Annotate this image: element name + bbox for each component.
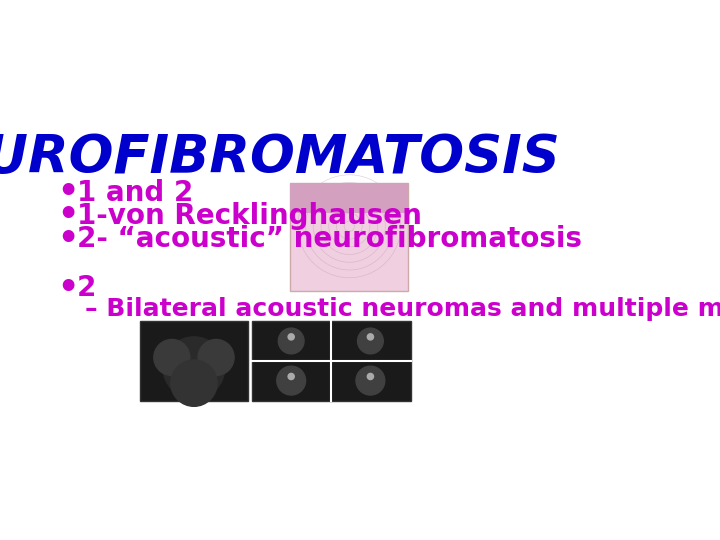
Circle shape [279,328,304,354]
Text: •: • [58,177,78,210]
Text: •: • [58,272,78,305]
Circle shape [288,373,294,380]
Text: – Bilateral acoustic neuromas and multiple meningiomas: – Bilateral acoustic neuromas and multip… [86,296,720,321]
Circle shape [198,340,234,375]
Text: 2: 2 [76,274,96,302]
Text: NEUROFIBROMATOSIS: NEUROFIBROMATOSIS [0,132,561,184]
Circle shape [276,366,305,395]
Circle shape [288,334,294,340]
Text: 1-von Recklinghausen: 1-von Recklinghausen [76,202,421,230]
Circle shape [163,337,225,399]
FancyBboxPatch shape [290,183,408,291]
Circle shape [367,334,374,340]
Text: 1 and 2: 1 and 2 [76,179,193,207]
Circle shape [358,328,383,354]
FancyBboxPatch shape [290,183,408,213]
Circle shape [356,366,384,395]
Text: •: • [58,199,78,233]
FancyBboxPatch shape [140,321,248,401]
Text: 2- “acoustic” neurofibromatosis: 2- “acoustic” neurofibromatosis [76,225,582,253]
Text: •: • [58,222,78,255]
Circle shape [171,360,217,406]
FancyBboxPatch shape [251,321,411,401]
Circle shape [154,340,190,375]
Circle shape [367,373,374,380]
